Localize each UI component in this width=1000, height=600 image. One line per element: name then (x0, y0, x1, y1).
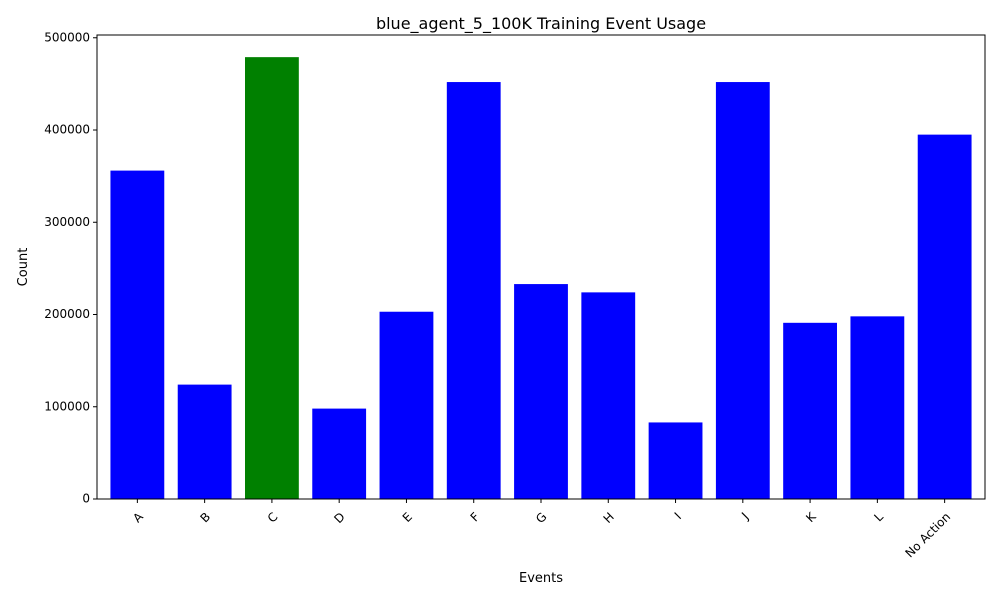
x-tick-label: H (601, 510, 617, 526)
x-tick-label: F (468, 510, 483, 525)
bar-e (379, 311, 434, 499)
bar-c (245, 57, 299, 499)
y-tick-label: 0 (82, 492, 90, 506)
plot-area: 0 100000 200000 300000 400000 500000 A B C D E F G H… (44, 30, 986, 560)
x-tick-label: B (198, 510, 214, 526)
plot-frame (96, 34, 986, 500)
y-tick-label: 200000 (44, 307, 90, 321)
bar-f (446, 82, 501, 500)
x-tick-label: E (400, 510, 415, 525)
bar-no-action (917, 134, 972, 499)
bar-k (783, 322, 837, 499)
y-tick-label: 100000 (44, 399, 90, 413)
y-tick-label: 500000 (44, 30, 90, 44)
x-tick-label: G (533, 510, 549, 526)
bar-h (581, 292, 636, 499)
y-tick-label: 300000 (44, 215, 90, 229)
bar-j (715, 82, 770, 500)
bar-g (514, 284, 568, 499)
x-tick-label: A (130, 509, 146, 525)
x-tick-label: K (803, 509, 819, 525)
y-tick-label: 400000 (44, 123, 90, 137)
y-axis-label: Count (16, 248, 31, 287)
bars (110, 57, 972, 500)
x-axis-label: Events (519, 571, 563, 586)
x-tick-label: J (738, 510, 751, 523)
x-tick-label: C (265, 510, 281, 526)
bar-a (110, 170, 165, 499)
x-tick-label: D (331, 510, 347, 526)
x-tick-label: L (871, 509, 886, 524)
x-tick-label: No Action (903, 510, 954, 561)
bar-l (850, 316, 905, 499)
x-axis: A B C D E F G H I J K L No Action (130, 499, 953, 560)
chart-title: blue_agent_5_100K Training Event Usage (376, 14, 706, 34)
x-tick-label: I (672, 510, 684, 522)
bar-b (177, 384, 232, 499)
bar-d (312, 408, 367, 499)
y-axis: 0 100000 200000 300000 400000 500000 (44, 30, 97, 506)
bar-i (648, 422, 703, 499)
